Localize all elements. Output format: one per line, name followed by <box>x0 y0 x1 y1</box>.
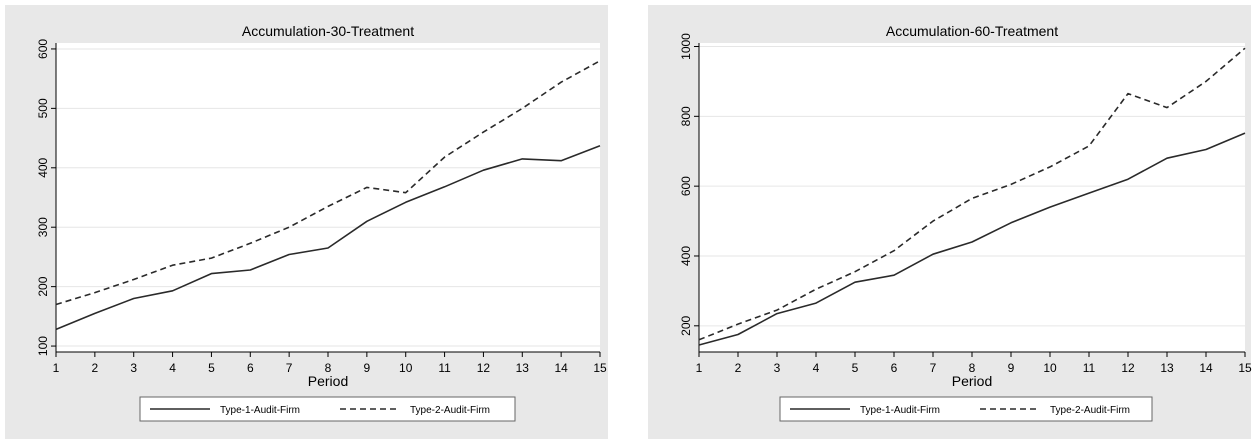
y-tick-label: 500 <box>36 98 50 118</box>
x-tick-label: 3 <box>130 361 137 375</box>
x-tick-label: 13 <box>516 361 530 375</box>
plot-area <box>699 43 1245 352</box>
x-tick-label: 2 <box>735 361 742 375</box>
x-tick-label: 10 <box>399 361 413 375</box>
x-tick-label: 5 <box>852 361 859 375</box>
legend-label: Type-1-Audit-Firm <box>860 405 940 416</box>
x-tick-label: 14 <box>554 361 568 375</box>
x-tick-label: 1 <box>53 361 60 375</box>
x-tick-label: 4 <box>813 361 820 375</box>
x-tick-label: 3 <box>774 361 781 375</box>
x-axis-title: Period <box>308 373 348 389</box>
y-tick-label: 200 <box>679 315 693 335</box>
x-tick-label: 9 <box>364 361 371 375</box>
series-line-type-1-audit-firm <box>55 145 601 331</box>
x-tick-label: 2 <box>92 361 99 375</box>
chart-title: Accumulation-60-Treatment <box>886 23 1058 39</box>
chart-title: Accumulation-30-Treatment <box>242 23 414 39</box>
x-tick-label: 9 <box>1008 361 1015 375</box>
x-tick-label: 4 <box>169 361 176 375</box>
y-tick-label: 200 <box>36 276 50 296</box>
x-tick-label: 15 <box>593 361 607 375</box>
series-line-type-2-audit-firm <box>55 60 601 306</box>
y-tick-label: 800 <box>679 106 693 126</box>
chart-accumulation-30: Accumulation-30-Treatment 100 200 300 400 500… <box>36 23 607 422</box>
legend-label: Type-2-Audit-Firm <box>1050 405 1130 416</box>
series-line-type-2-audit-firm <box>698 47 1246 341</box>
chart-accumulation-60: Accumulation-60-Treatment 200 400 600 800 100… <box>679 23 1252 422</box>
x-tick-label: 11 <box>438 361 451 375</box>
y-tick-label: 600 <box>679 176 693 196</box>
x-tick-label: 15 <box>1238 361 1252 375</box>
chart-panel-accumulation-30: Accumulation-30-Treatment 100 200 300 400 500… <box>5 5 608 439</box>
x-tick-label: 8 <box>325 361 332 375</box>
x-tick-label: 1 <box>696 361 703 375</box>
x-tick-label: 6 <box>247 361 254 375</box>
x-tick-label: 14 <box>1199 361 1213 375</box>
plot-area <box>56 43 600 352</box>
x-axis-title: Period <box>952 373 992 389</box>
x-tick-label: 13 <box>1160 361 1174 375</box>
y-tick-label: 300 <box>36 217 50 237</box>
legend-label: Type-1-Audit-Firm <box>220 405 300 416</box>
legend-label: Type-2-Audit-Firm <box>410 405 490 416</box>
series-line-type-1-audit-firm <box>698 132 1246 346</box>
y-tick-label: 1000 <box>679 33 693 60</box>
x-tick-label: 7 <box>286 361 293 375</box>
x-tick-label: 11 <box>1083 361 1096 375</box>
y-tick-label: 600 <box>36 39 50 59</box>
y-tick-label: 400 <box>36 157 50 177</box>
x-tick-label: 6 <box>891 361 898 375</box>
x-tick-label: 8 <box>969 361 976 375</box>
x-tick-label: 7 <box>930 361 937 375</box>
y-tick-label: 100 <box>36 336 50 356</box>
x-tick-label: 5 <box>208 361 215 375</box>
x-tick-label: 12 <box>477 361 491 375</box>
x-tick-label: 12 <box>1121 361 1135 375</box>
x-tick-label: 10 <box>1043 361 1057 375</box>
chart-panel-accumulation-60: Accumulation-60-Treatment 200 400 600 800 100… <box>648 5 1252 439</box>
y-tick-label: 400 <box>679 246 693 266</box>
